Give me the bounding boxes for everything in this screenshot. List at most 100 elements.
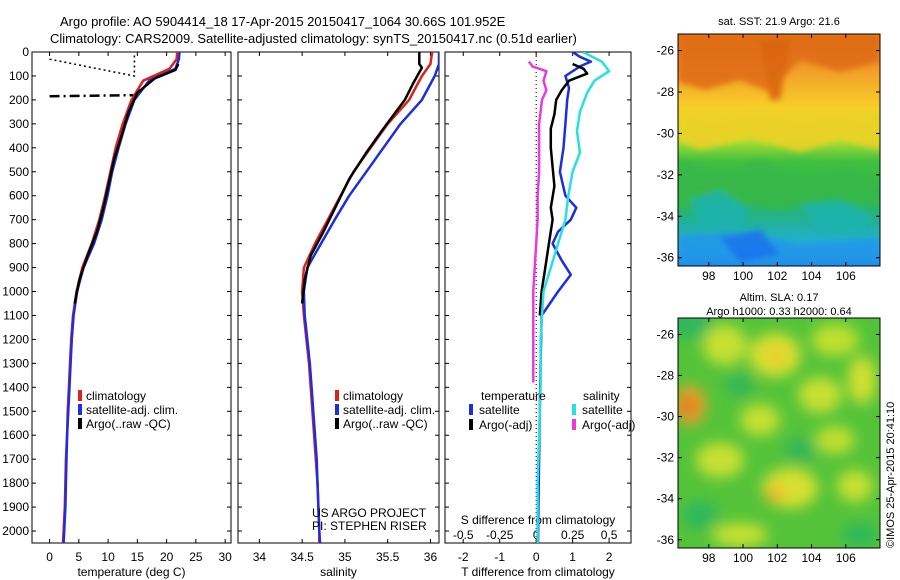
- sal-series-group: [300, 52, 439, 543]
- temp-xtick-label: 25: [189, 550, 203, 564]
- map-ytick-label: -36: [657, 251, 675, 265]
- map-xtick-label: 104: [802, 551, 822, 565]
- depth-tick-label: 500: [9, 165, 29, 179]
- temp-xtick-label: 0: [46, 550, 53, 564]
- map-ytick-label: -32: [657, 168, 675, 182]
- map-xtick-label: 100: [733, 551, 753, 565]
- sal-series-climatology: [300, 52, 434, 543]
- diff-legend-swatch: [469, 404, 473, 415]
- diff-legend-swatch: [469, 419, 473, 430]
- sst-map: sat. SST: 21.9 Argo: 21.6 98 100 102 104 106…: [657, 16, 881, 283]
- diff-series-satellite-salinity: [536, 52, 611, 543]
- diff-legend-label: Argo(-adj): [582, 418, 635, 432]
- diff-legend-label: satellite: [479, 403, 520, 417]
- sal-frame: [237, 51, 440, 544]
- temp-xtick-label: 5: [75, 550, 82, 564]
- map-xtick-label: 104: [802, 269, 822, 283]
- salinity-note: US ARGO PROJECT: [312, 506, 427, 520]
- temp-legend-label: Argo(..raw -QC): [86, 417, 171, 431]
- temp-dotted-annotation: [49, 52, 136, 77]
- salinity-note: PI: STEPHEN RISER: [312, 519, 427, 533]
- temp-xtick-label: 30: [218, 550, 232, 564]
- depth-tick-label: 100: [9, 69, 29, 83]
- diff-xtick2-label: -0.5: [453, 528, 474, 542]
- salinity-panel: 34 34.5 35 35.5 36 salinity climatologysatelli…: [237, 51, 440, 579]
- diff-xtick-label: -1: [494, 550, 505, 564]
- depth-tick-label: 1200: [2, 332, 29, 346]
- sla-map-subtitle: Argo h1000: 0.33 h2000: 0.64: [706, 306, 852, 318]
- sal-series-argo-raw-qc-: [300, 52, 424, 304]
- diff-legend-swatch: [572, 419, 576, 430]
- temp-legend-swatch: [78, 404, 82, 415]
- sal-series-satellite-adj-clim-: [302, 52, 439, 543]
- sst-map-axes: 98 100 102 104 106 -26 -28 -30 -32 -34 -36: [657, 34, 880, 283]
- temp-series-group: [49, 52, 181, 543]
- temp-legend-swatch: [78, 418, 82, 429]
- map-ytick-label: -34: [657, 209, 675, 223]
- temperature-panel: 0100200300400500600700800900100011001200…: [2, 45, 232, 579]
- diff-xlabel: T difference from climatology: [461, 565, 615, 579]
- temp-series-climatology: [61, 52, 179, 543]
- temp-dash-dot-annotation: [49, 93, 138, 98]
- diff-xtick2-label: -0.25: [486, 528, 514, 542]
- diff-legend-group: salinity: [583, 389, 620, 403]
- imos-stamp: ©IMOS 25-Apr-2015 20:41:10: [885, 402, 897, 548]
- depth-tick-label: 0: [22, 45, 29, 59]
- temp-series-argo-raw-qc-: [73, 63, 180, 304]
- depth-tick-label: 1600: [2, 428, 29, 442]
- sal-legend-label: climatology: [343, 389, 403, 403]
- depth-tick-label: 2000: [2, 524, 29, 538]
- sla-map-title: Altim. SLA: 0.17: [740, 292, 819, 304]
- diff-xtick-label: 2: [606, 550, 613, 564]
- diff-series-group: [527, 52, 611, 543]
- temp-xtick-label: 20: [160, 550, 174, 564]
- header-line-2: Climatology: CARS2009. Satellite-adjuste…: [50, 31, 577, 46]
- sal-legend-label: satellite-adj. clim.: [343, 403, 435, 417]
- temp-legend-swatch: [78, 390, 82, 401]
- diff-legend-label: satellite: [582, 403, 623, 417]
- sal-legend-swatch: [335, 404, 339, 415]
- diff-xtick-label: 0: [533, 550, 540, 564]
- depth-tick-label: 1500: [2, 404, 29, 418]
- temp-legend-label: climatology: [86, 389, 146, 403]
- depth-tick-label: 1000: [2, 285, 29, 299]
- map-xtick-label: 100: [733, 269, 753, 283]
- map-ytick-label: -30: [657, 126, 675, 140]
- map-xtick-label: 98: [702, 551, 716, 565]
- diff-series-satellite-temperature: [536, 52, 593, 543]
- diff-legend-swatch: [572, 404, 576, 415]
- sal-xtick-label: 35: [338, 550, 352, 564]
- map-xtick-label: 106: [836, 551, 856, 565]
- difference-panel: -2 -1 0 1 2-0.5 -0.25 0 0.25 0.5S difference fro…: [444, 51, 635, 579]
- sal-xlabel: salinity: [320, 565, 357, 579]
- diff-xtick2-label: 0.25: [561, 528, 585, 542]
- sal-xtick-label: 34: [253, 550, 267, 564]
- header-line-1: Argo profile: AO 5904414_18 17-Apr-2015 …: [60, 14, 506, 29]
- temp-xtick-label: 10: [101, 550, 115, 564]
- depth-tick-label: 1400: [2, 380, 29, 394]
- sla-map: Altim. SLA: 0.17 Argo h1000: 0.33 h2000:…: [657, 292, 881, 565]
- map-ytick-label: -28: [657, 85, 675, 99]
- diff-series-argo-adj--salinity: [527, 60, 548, 383]
- sal-legend-swatch: [335, 418, 339, 429]
- map-xtick-label: 106: [836, 269, 856, 283]
- diff-legend-group: temperature: [481, 389, 546, 403]
- depth-tick-label: 600: [9, 189, 29, 203]
- map-ytick-label: -28: [657, 369, 675, 383]
- map-ytick-label: -26: [657, 44, 675, 58]
- temp-xtick-label: 15: [131, 550, 145, 564]
- depth-tick-label: 1800: [2, 476, 29, 490]
- depth-tick-label: 300: [9, 117, 29, 131]
- map-xtick-label: 98: [702, 269, 716, 283]
- temp-frame: [31, 51, 232, 544]
- sal-xtick-label: 35.5: [376, 550, 400, 564]
- temp-xlabel: temperature (deg C): [77, 565, 185, 579]
- diff-xtick2-label: 0: [533, 528, 540, 542]
- sal-legend-swatch: [335, 390, 339, 401]
- diff-xtick-label: -2: [458, 550, 469, 564]
- temp-legend-label: satellite-adj. clim.: [86, 403, 178, 417]
- map-ytick-label: -26: [657, 327, 675, 341]
- sst-map-title: sat. SST: 21.9 Argo: 21.6: [718, 16, 840, 28]
- diff-legend-label: Argo(-adj): [479, 418, 532, 432]
